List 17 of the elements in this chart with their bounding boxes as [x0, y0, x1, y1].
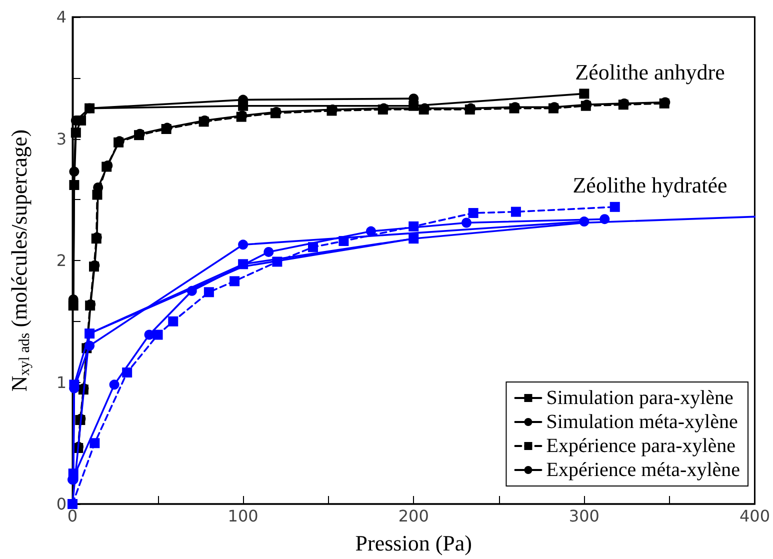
y-axis-title: Nxyl ads (molécules/supercage)	[6, 129, 33, 392]
annotation: Zéolithe hydratée	[572, 172, 728, 198]
x-tick-label: 200	[398, 506, 429, 526]
x-tick-label: 300	[568, 506, 600, 526]
legend-label: Simulation méta-xylène	[546, 411, 738, 433]
x-axis-title: Pression (Pa)	[355, 530, 472, 556]
annotation: Zéolithe anhydre	[575, 60, 725, 84]
x-tick-label: 100	[228, 506, 258, 526]
y-tick-label: 2	[56, 251, 66, 270]
y-tick-label: 1	[56, 372, 66, 392]
legend-label: Expérience méta-xylène	[546, 459, 740, 481]
legend-label: Simulation para-xylène	[546, 387, 734, 409]
y-tick-label: 3	[56, 129, 66, 148]
y-tick-label: 0	[56, 494, 66, 514]
y-tick-label: 4	[56, 8, 66, 26]
x-tick-label: 400	[739, 506, 770, 526]
legend-label: Expérience para-xylène	[546, 435, 736, 457]
